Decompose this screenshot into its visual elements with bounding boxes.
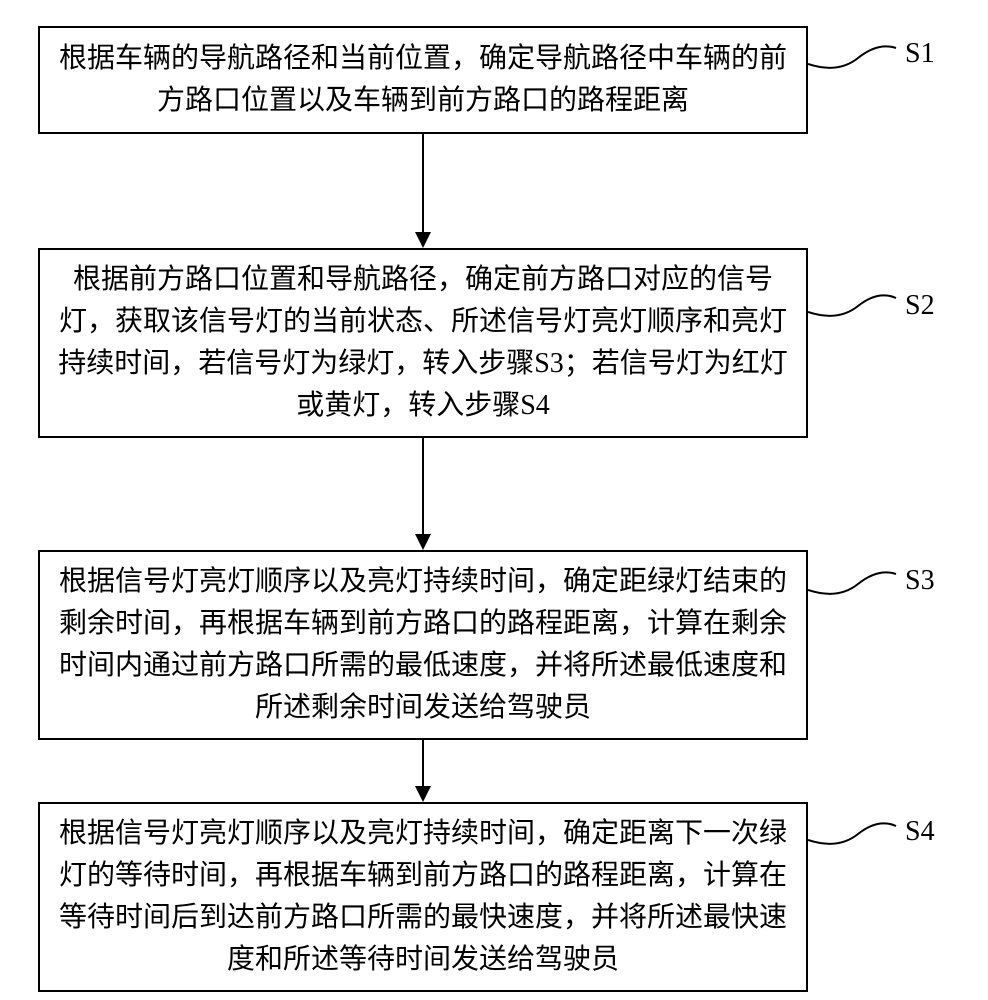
step-box-s4: 根据信号灯亮灯顺序以及亮灯持续时间，确定距离下一次绿灯的等待时间，再根据车辆到前… — [38, 802, 808, 992]
connector-s1 — [808, 40, 900, 81]
flowchart: 根据车辆的导航路径和当前位置，确定导航路径中车辆的前方路口位置以及车辆到前方路口… — [0, 0, 988, 1000]
step-box-s1: 根据车辆的导航路径和当前位置，确定导航路径中车辆的前方路口位置以及车辆到前方路口… — [38, 26, 808, 134]
connector-s2 — [808, 292, 900, 333]
step-text-s4: 根据信号灯亮灯顺序以及亮灯持续时间，确定距离下一次绿灯的等待时间，再根据车辆到前… — [58, 813, 788, 981]
step-label-s1: S1 — [905, 38, 935, 70]
connector-s4 — [808, 818, 900, 859]
arrow-s1-s2 — [413, 134, 433, 248]
step-box-s2: 根据前方路口位置和导航路径，确定前方路口对应的信号灯，获取该信号灯的当前状态、所… — [38, 248, 808, 438]
step-label-s3: S3 — [905, 565, 935, 597]
step-label-s2: S2 — [905, 290, 935, 322]
connector-s3 — [808, 566, 900, 607]
arrow-s3-s4 — [413, 740, 433, 802]
step-label-s4: S4 — [905, 816, 935, 848]
step-box-s3: 根据信号灯亮灯顺序以及亮灯持续时间，确定距绿灯结束的剩余时间，再根据车辆到前方路… — [38, 550, 808, 740]
step-text-s3: 根据信号灯亮灯顺序以及亮灯持续时间，确定距绿灯结束的剩余时间，再根据车辆到前方路… — [58, 561, 788, 729]
step-text-s2: 根据前方路口位置和导航路径，确定前方路口对应的信号灯，获取该信号灯的当前状态、所… — [58, 259, 788, 427]
arrow-s2-s3 — [413, 438, 433, 550]
step-text-s1: 根据车辆的导航路径和当前位置，确定导航路径中车辆的前方路口位置以及车辆到前方路口… — [58, 38, 788, 122]
